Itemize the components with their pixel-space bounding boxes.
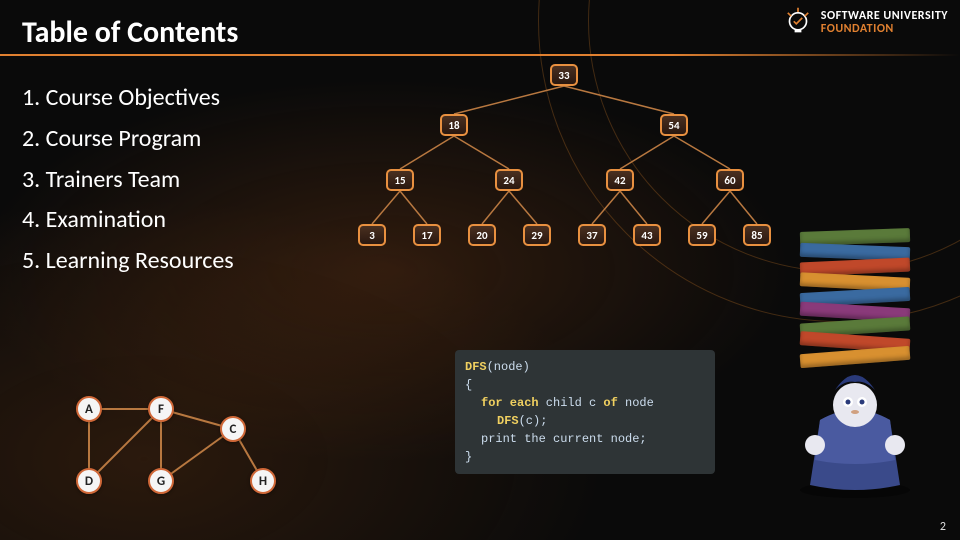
code-block: DFS(node){for each child c of nodeDFS(c)… bbox=[455, 350, 715, 474]
toc-list: 1. Course Objectives 2. Course Program 3… bbox=[22, 78, 234, 282]
code-line: DFS(node) bbox=[465, 358, 705, 376]
toc-item: 3. Trainers Team bbox=[22, 160, 234, 201]
graph-node: F bbox=[148, 396, 174, 422]
tree-node: 60 bbox=[716, 169, 744, 191]
tree-node: 3 bbox=[358, 224, 386, 246]
tree-node: 17 bbox=[413, 224, 441, 246]
toc-item: 1. Course Objectives bbox=[22, 78, 234, 119]
tree-node: 37 bbox=[578, 224, 606, 246]
tree-node: 43 bbox=[633, 224, 661, 246]
tree-node: 42 bbox=[606, 169, 634, 191]
logo: SOFTWARE UNIVERSITY FOUNDATION bbox=[781, 6, 948, 40]
tree-node: 85 bbox=[743, 224, 771, 246]
toc-item: 5. Learning Resources bbox=[22, 241, 234, 282]
title-underline bbox=[0, 54, 960, 56]
tree-node: 59 bbox=[688, 224, 716, 246]
graph-node: C bbox=[220, 416, 246, 442]
toc-item: 4. Examination bbox=[22, 200, 234, 241]
book-stack bbox=[800, 230, 910, 365]
code-line: { bbox=[465, 376, 705, 394]
tree-node: 24 bbox=[495, 169, 523, 191]
tree-node: 29 bbox=[523, 224, 551, 246]
code-line: for each child c of node bbox=[465, 394, 705, 412]
character-illustration bbox=[770, 230, 940, 500]
graph-node: A bbox=[76, 396, 102, 422]
wizard-icon bbox=[780, 350, 930, 500]
code-line: } bbox=[465, 448, 705, 466]
logo-line2: FOUNDATION bbox=[821, 23, 948, 36]
binary-tree-diagram: 33 18 54 15 24 42 60 3 17 20 29 37 43 59 85 bbox=[340, 64, 790, 254]
tree-node: 15 bbox=[386, 169, 414, 191]
graph-node: H bbox=[250, 468, 276, 494]
code-line: DFS(c); bbox=[465, 412, 705, 430]
page-title: Table of Contents bbox=[22, 14, 238, 51]
graph-node: D bbox=[76, 468, 102, 494]
tree-node: 18 bbox=[440, 114, 468, 136]
page-number: 2 bbox=[940, 520, 946, 534]
code-line: print the current node; bbox=[465, 430, 705, 448]
tree-node: 54 bbox=[660, 114, 688, 136]
lightbulb-icon bbox=[781, 6, 815, 40]
toc-item: 2. Course Program bbox=[22, 119, 234, 160]
tree-node: 20 bbox=[468, 224, 496, 246]
tree-node: 33 bbox=[550, 64, 578, 86]
graph-diagram: A F C D G H bbox=[70, 390, 310, 510]
graph-node: G bbox=[148, 468, 174, 494]
